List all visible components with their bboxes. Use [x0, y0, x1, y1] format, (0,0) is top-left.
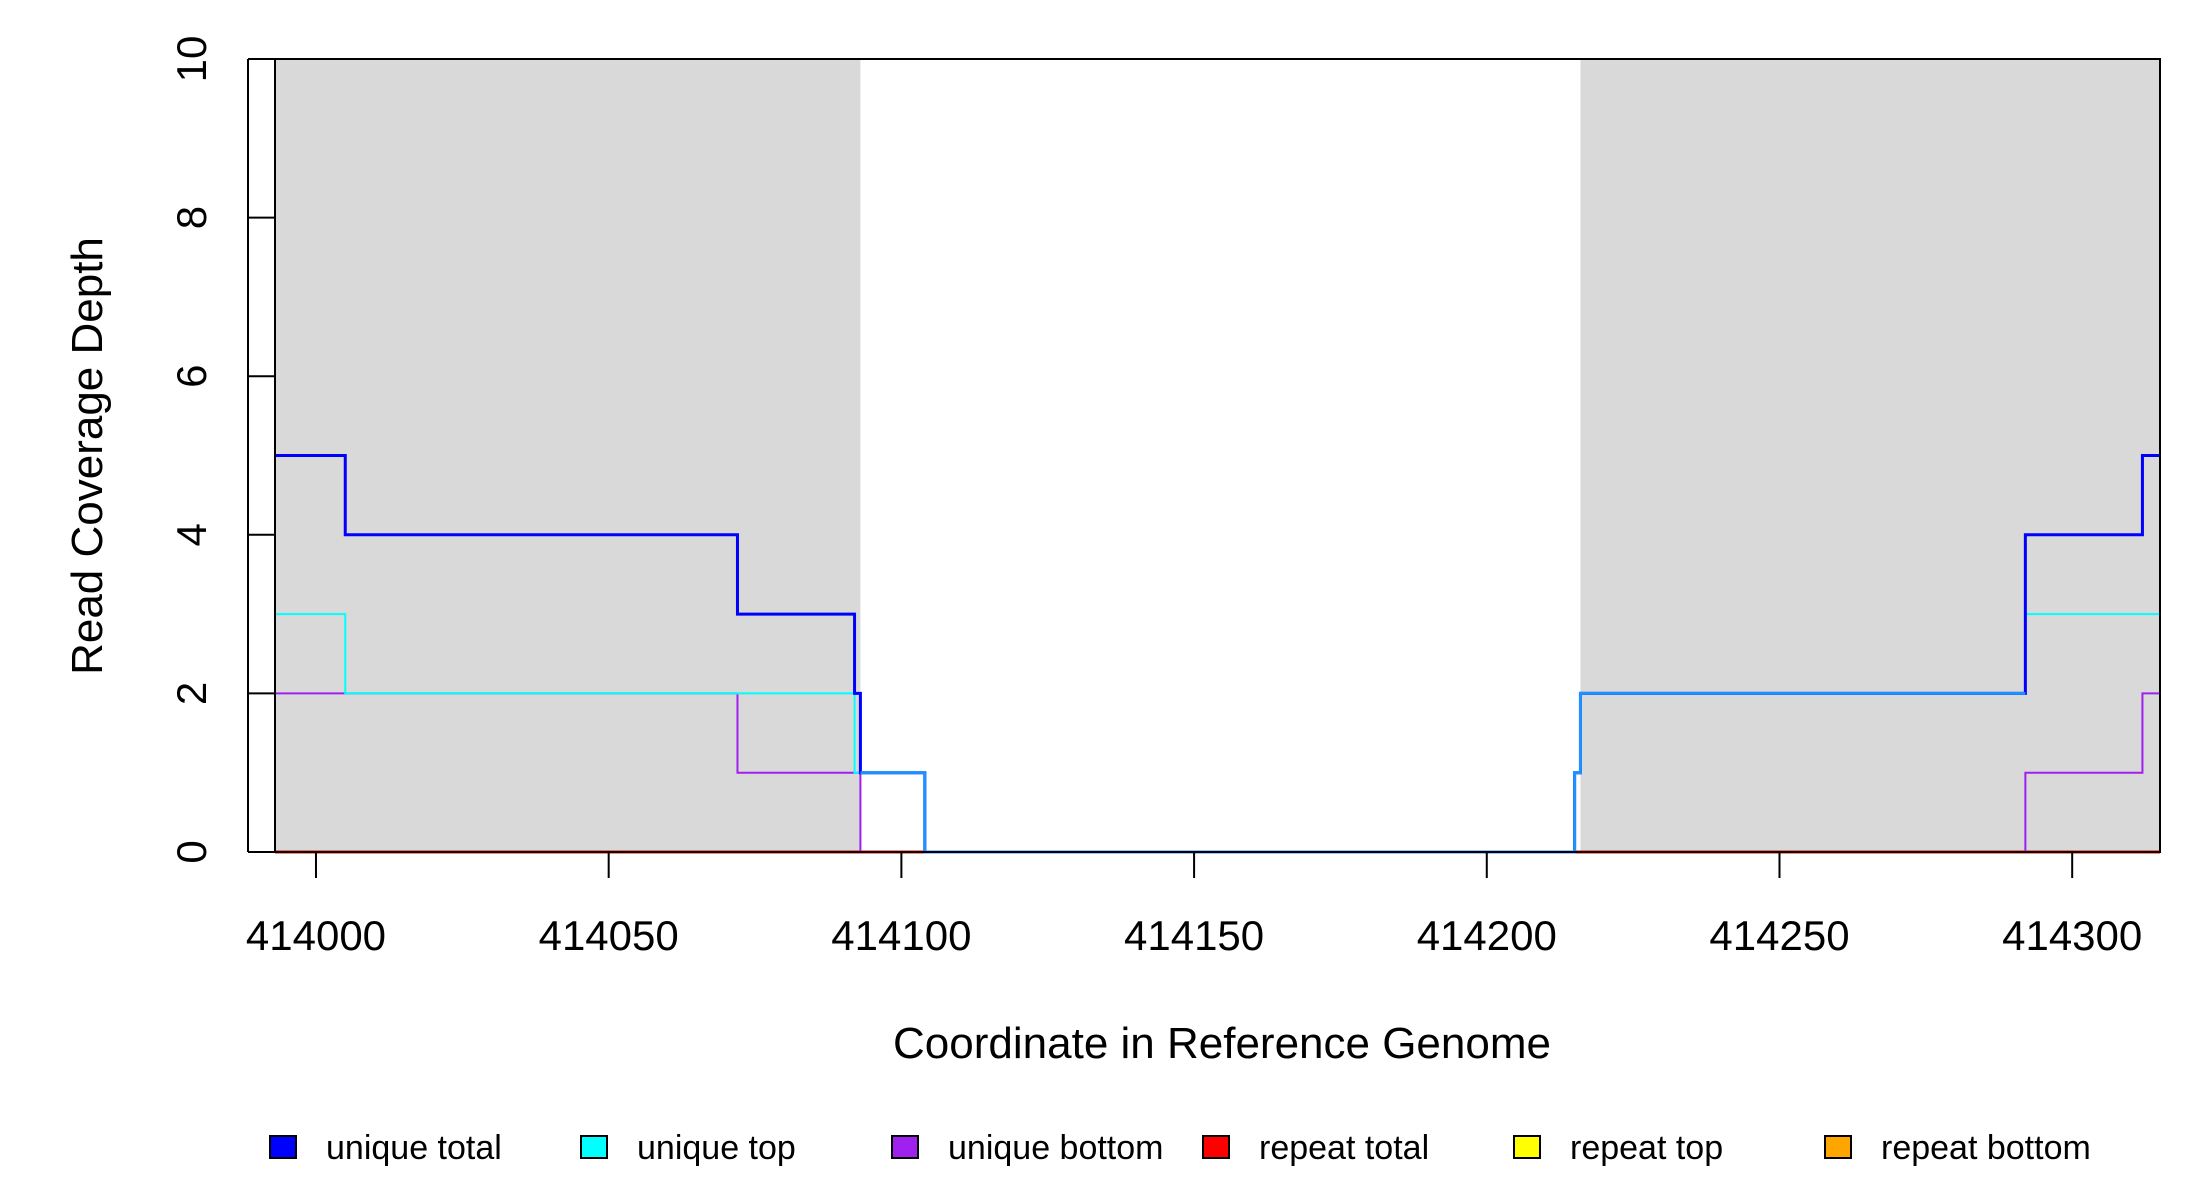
y-tick-label-2: 2 [168, 682, 215, 705]
x-tick-label-414100: 414100 [831, 912, 971, 959]
legend-label: unique bottom [948, 1129, 1164, 1167]
shaded-region-2 [1580, 59, 2160, 852]
legend-item-repeat-top: repeat top [1513, 1129, 1723, 1167]
legend-item-repeat-bottom: repeat bottom [1824, 1129, 2091, 1167]
legend-label: unique total [326, 1129, 502, 1167]
legend-label: unique top [637, 1129, 796, 1167]
y-tick-label-10: 10 [168, 36, 215, 83]
legend-item-unique-bottom: unique bottom [891, 1129, 1164, 1167]
shaded-regions [275, 59, 2160, 852]
y-tick-label-0: 0 [168, 840, 215, 863]
x-tick-label-414200: 414200 [1417, 912, 1557, 959]
legend-swatch [269, 1135, 297, 1159]
legend-label: repeat top [1570, 1129, 1723, 1167]
series-overlap-line-1 [860, 691, 2026, 854]
legend-swatch [1824, 1135, 1852, 1159]
y-axis-label: Read Coverage Depth [63, 237, 112, 675]
x-tick-label-414300: 414300 [2002, 912, 2142, 959]
legend-swatch [1202, 1135, 1230, 1159]
x-tick-label-414150: 414150 [1124, 912, 1264, 959]
legend-item-repeat-total: repeat total [1202, 1129, 1429, 1167]
y-tick-label-4: 4 [168, 523, 215, 546]
legend-item-unique-total: unique total [269, 1129, 502, 1167]
legend-swatch [580, 1135, 608, 1159]
legend-swatch [1513, 1135, 1541, 1159]
legend-label: repeat bottom [1881, 1129, 2091, 1167]
x-axis: 414000 414050 414100 414150 414200 414250 4143… [246, 851, 2142, 959]
legend-item-unique-top: unique top [580, 1129, 796, 1167]
x-tick-label-414000: 414000 [246, 912, 386, 959]
y-axis: 0 2 4 6 8 10 [168, 36, 275, 864]
legend-swatch [891, 1135, 919, 1159]
y-tick-label-6: 6 [168, 365, 215, 388]
x-tick-label-414050: 414050 [539, 912, 679, 959]
x-tick-label-414250: 414250 [1709, 912, 1849, 959]
x-axis-label: Coordinate in Reference Genome [893, 1019, 1551, 1068]
legend: unique total unique top unique bottom repea… [269, 1129, 2091, 1167]
legend-label: repeat total [1259, 1129, 1429, 1167]
shaded-region-1 [275, 59, 861, 852]
y-tick-label-8: 8 [168, 206, 215, 229]
